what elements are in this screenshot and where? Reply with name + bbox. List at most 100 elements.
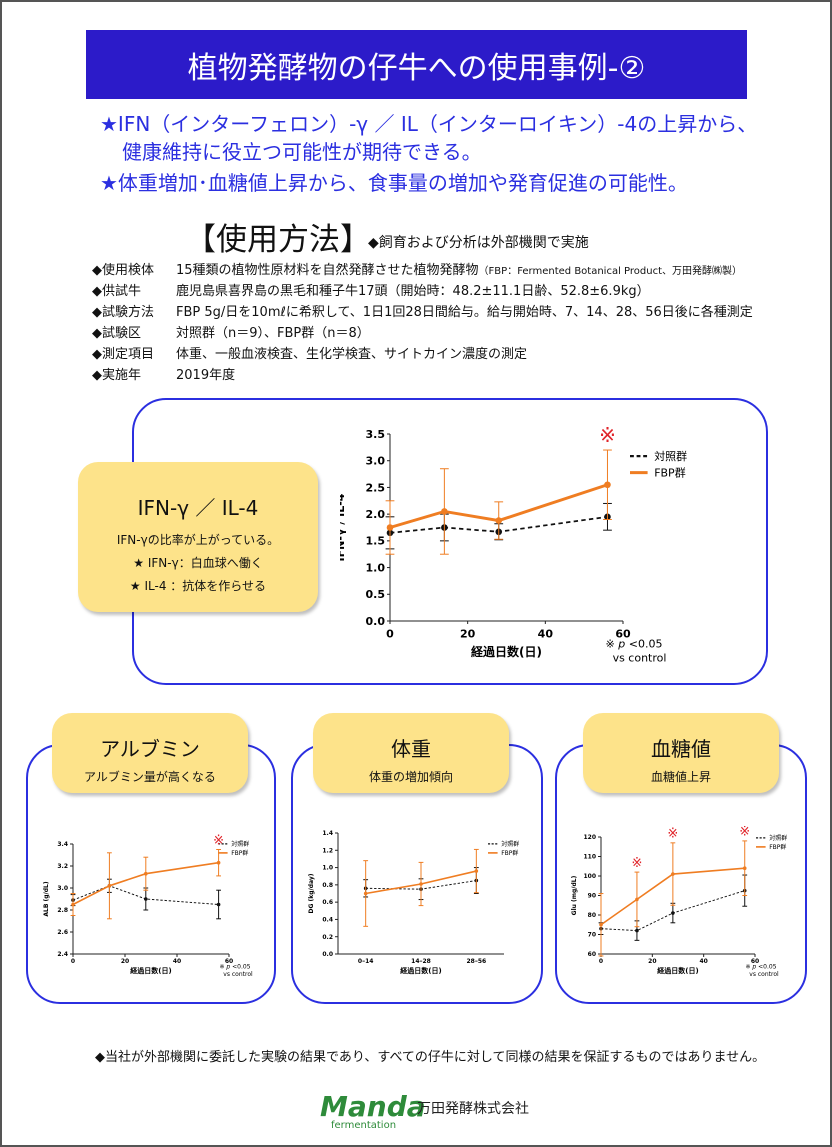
x-tick-label: 20 <box>460 628 476 641</box>
series-line <box>389 515 608 534</box>
y-tick-label: 1.4 <box>322 830 333 837</box>
y-tick-label: 110 <box>583 854 596 861</box>
data-point <box>216 902 221 907</box>
y-tick-label: 3.2 <box>57 863 68 870</box>
method-heading: 【使用方法】 <box>185 222 371 258</box>
glucose-chart: 60 70 80 90 100 110 120 0 20 40 60 経過日数(日) Glu (mg/d… <box>571 826 787 978</box>
p-value-note: ※ p <0.05 <box>606 637 663 650</box>
spec-row: ◆試験方法 FBP 5g/日を10mℓに希釈して、1日1回28日間給与。給与開始時… <box>92 301 753 320</box>
data-point <box>474 869 479 873</box>
legend-label: 対照群 <box>501 840 519 848</box>
albumin-box: アルブミン アルブミン量が高くなる <box>52 713 248 793</box>
y-tick-label: 3.4 <box>57 841 68 848</box>
data-point <box>144 897 148 901</box>
x-tick-label: 40 <box>699 958 707 965</box>
legend-label: FBP群 <box>769 843 786 851</box>
spec-row: ◆測定項目 体重、一般血液検査、生化学検査、サイトカイン濃度の測定 <box>92 343 527 362</box>
x-axis-label: 経過日数(日) <box>657 966 698 975</box>
ifn-box-line: ★ IL-4 ：抗体を作らせる <box>129 579 267 593</box>
logo-sub: fermentation <box>331 1120 396 1131</box>
x-tick-label: 0 <box>386 628 394 641</box>
legend-label: 対照群 <box>769 834 787 842</box>
y-tick-label: 3.0 <box>366 455 386 468</box>
x-tick-label: 0–14 <box>358 958 374 965</box>
significance-mark: ※ <box>631 856 642 871</box>
y-tick-label: 3.0 <box>57 885 68 892</box>
spec-key: ◆試験区 <box>92 326 141 341</box>
spec-value: 体重、一般血液検査、生化学検査、サイトカイン濃度の測定 <box>176 347 528 362</box>
weight-chart: 0.0 0.2 0.4 0.6 0.8 1.0 1.2 1.4 0–14 14–28 28–56 経過… <box>308 830 519 975</box>
lead-line-1: ★IFN（インターフェロン）-γ ／ IL（インターロイキン）-4の上昇から、 <box>100 112 758 136</box>
series-line <box>72 885 219 905</box>
y-tick-label: 100 <box>583 873 596 880</box>
y-axis-label: DG (kg/day) <box>308 873 315 913</box>
x-tick-label: 40 <box>173 958 181 965</box>
y-tick-label: 1.0 <box>322 865 333 872</box>
significance-mark: ※ <box>213 833 224 848</box>
data-point <box>71 902 75 907</box>
y-axis-label: Glu (mg/dL) <box>571 875 578 915</box>
y-tick-label: 2.0 <box>366 508 386 521</box>
legend-label: 対照群 <box>231 840 249 848</box>
weight-sub: 体重の増加傾向 <box>368 770 453 784</box>
spec-value: 15種類の植物性原材料を自然発酵させた植物発酵物 <box>176 263 479 278</box>
spec-value: 2019年度 <box>176 368 236 383</box>
series-line <box>389 483 608 529</box>
y-tick-label: 1.5 <box>366 535 386 548</box>
p-value-note-line2: vs control <box>223 971 253 978</box>
glucose-box: 血糖値 血糖値上昇 <box>583 713 779 793</box>
disclaimer: ◆当社が外部機関に委託した実験の結果であり、すべての仔牛に対して同様の結果を保証… <box>95 1050 766 1065</box>
lead-line-3: ★体重増加･血糖値上昇から、食事量の増加や発育促進の可能性。 <box>100 171 688 195</box>
y-tick-label: 0.2 <box>322 934 333 941</box>
x-tick-label: 60 <box>751 958 759 965</box>
ifn-box-heading: IFN-γ ／ IL-4 <box>137 496 259 520</box>
company-logo: Manda fermentation 万田発酵株式会社 <box>320 1090 529 1131</box>
weight-box: 体重 体重の増加傾向 <box>313 713 509 793</box>
x-tick-label: 60 <box>225 958 233 965</box>
y-tick-label: 2.4 <box>57 951 68 958</box>
series-line <box>600 890 745 932</box>
y-tick-label: 0.0 <box>366 615 386 628</box>
data-point <box>635 928 639 933</box>
data-point <box>441 508 448 515</box>
spec-row: ◆実施年 2019年度 <box>92 364 235 383</box>
data-point <box>671 911 675 915</box>
ifn-box-line: ★ IFN-γ：白血球へ働く <box>133 556 263 570</box>
spec-key: ◆測定項目 <box>92 347 154 362</box>
significance-mark: ※ <box>667 827 678 842</box>
ifn-chart: 0.0 0.5 1.0 1.5 2.0 2.5 3.0 3.5 0 20 40 60 経過日数(日) IF… <box>340 423 687 665</box>
y-tick-label: 120 <box>583 834 596 841</box>
p-value-note-line2: vs control <box>749 971 779 978</box>
x-tick-label: 0 <box>71 958 75 965</box>
y-tick-label: 2.5 <box>366 481 386 494</box>
x-tick-label: 28–56 <box>466 958 486 965</box>
spec-row: ◆供試牛 鹿児島県喜界島の黒毛和種子牛17頭（開始時：48.2±11.1日齢、52… <box>92 280 650 299</box>
ifn-box-line: IFN-γの比率が上がっている。 <box>116 533 280 547</box>
spec-value: FBP 5g/日を10mℓに希釈して、1日1回28日間給与。給与開始時、7、14… <box>176 305 753 320</box>
data-point <box>144 871 148 876</box>
method-note: ◆飼育および分析は外部機関で実施 <box>368 235 589 251</box>
x-axis-label: 経過日数(日) <box>471 644 542 659</box>
albumin-chart: 2.4 2.6 2.8 3.0 3.2 3.4 0 20 40 60 経過日数(日) ALB (g/d… <box>43 833 253 978</box>
data-point <box>419 882 423 886</box>
spec-value: 対照群（n＝9）、FBP群（n＝8） <box>176 326 370 341</box>
data-point <box>599 922 603 927</box>
data-point <box>107 884 112 888</box>
legend-label: FBP群 <box>231 849 248 857</box>
legend-label: FBP群 <box>501 849 518 857</box>
weight-heading: 体重 <box>391 737 431 761</box>
legend-label: FBP群 <box>654 466 686 480</box>
p-value-note: ※ p <0.05 <box>219 963 250 970</box>
p-value-note-line2: vs control <box>613 652 667 665</box>
data-point <box>671 872 675 876</box>
x-tick-label: 20 <box>121 958 129 965</box>
y-tick-label: 80 <box>588 912 596 919</box>
data-point <box>386 524 394 531</box>
p-value-note: ※ p <0.05 <box>745 963 776 970</box>
x-tick-label: 0 <box>599 958 603 965</box>
y-tick-label: 3.5 <box>366 428 386 441</box>
data-point <box>635 897 639 902</box>
spec-key: ◆実施年 <box>92 368 141 383</box>
data-point <box>216 860 221 865</box>
